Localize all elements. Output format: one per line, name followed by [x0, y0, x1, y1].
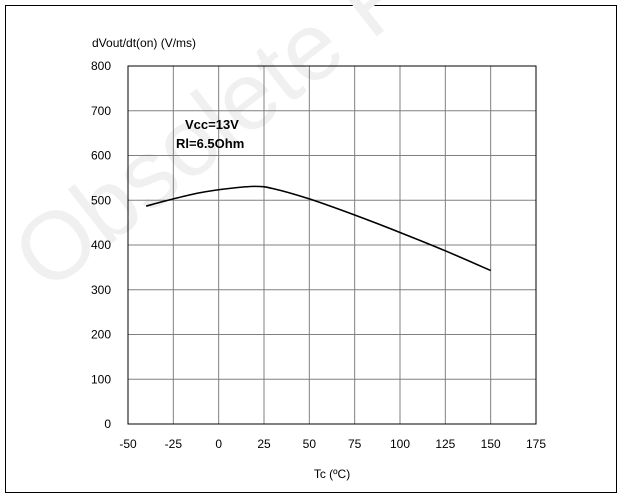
y-tick-label: 0: [104, 417, 111, 431]
y-axis-title: dVout/dt(on) (V/ms): [92, 36, 196, 50]
x-tick-label: 0: [215, 437, 222, 451]
x-tick-label: 150: [481, 437, 501, 451]
x-tick-label: -25: [165, 437, 183, 451]
y-tick-label: 200: [91, 328, 111, 342]
plot-area-border: [127, 65, 537, 425]
annotation-vcc: Vcc=13V: [185, 117, 239, 132]
y-tick-label: 800: [91, 59, 111, 73]
x-tick-label: -50: [119, 437, 137, 451]
x-tick-label: 175: [526, 437, 546, 451]
series-group: [145, 185, 491, 272]
y-tick-labels: 0 100 200 300 400 500 600 700 800: [91, 59, 111, 431]
x-axis-title: Tc (ºC): [314, 467, 350, 481]
x-tick-label: 25: [257, 437, 271, 451]
x-tick-labels: -50 -25 0 25 50 75 100 125 150 175: [119, 437, 546, 451]
series-line: [145, 185, 491, 272]
y-tick-label: 500: [91, 193, 111, 207]
x-tick-label: 125: [435, 437, 455, 451]
x-tick-label: 50: [303, 437, 317, 451]
y-tick-label: 100: [91, 372, 111, 386]
x-tick-label: 75: [348, 437, 362, 451]
annotation-rl: Rl=6.5Ohm: [176, 136, 244, 151]
y-tick-label: 300: [91, 283, 111, 297]
outer-border: [5, 5, 617, 493]
y-tick-label: 600: [91, 149, 111, 163]
y-tick-label: 700: [91, 104, 111, 118]
x-tick-label: 100: [390, 437, 410, 451]
y-tick-label: 400: [91, 238, 111, 252]
